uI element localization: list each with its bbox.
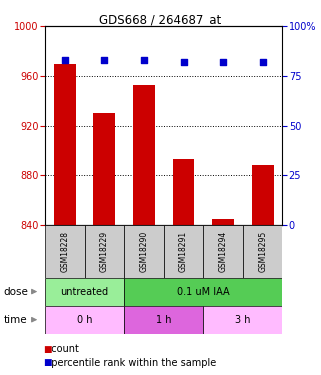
Bar: [252, 165, 273, 225]
Bar: [45, 278, 124, 306]
Bar: [54, 63, 76, 225]
Text: ■: ■: [43, 345, 52, 354]
Bar: [45, 225, 84, 278]
Text: GSM18295: GSM18295: [258, 231, 267, 272]
Bar: [133, 85, 155, 225]
Point: [260, 59, 265, 65]
Text: percentile rank within the sample: percentile rank within the sample: [45, 358, 216, 368]
Bar: [212, 219, 234, 225]
Point: [141, 57, 146, 63]
Text: GSM18294: GSM18294: [219, 231, 228, 272]
Text: ■: ■: [43, 358, 52, 368]
Bar: [45, 306, 124, 334]
Text: 1 h: 1 h: [156, 315, 171, 325]
Point: [102, 57, 107, 63]
Bar: [173, 159, 195, 225]
Text: GSM18228: GSM18228: [60, 231, 69, 272]
Text: dose: dose: [3, 286, 28, 297]
Bar: [84, 225, 124, 278]
Text: untreated: untreated: [60, 286, 108, 297]
Bar: [164, 225, 203, 278]
Point: [221, 59, 226, 65]
Text: time: time: [3, 315, 27, 325]
Text: GSM18229: GSM18229: [100, 231, 109, 272]
Bar: [93, 113, 115, 225]
Text: GSM18291: GSM18291: [179, 231, 188, 272]
Text: GDS668 / 264687_at: GDS668 / 264687_at: [100, 13, 221, 26]
Bar: [124, 278, 282, 306]
Bar: [124, 306, 203, 334]
Bar: [203, 306, 282, 334]
Point: [181, 59, 186, 65]
Text: 0.1 uM IAA: 0.1 uM IAA: [177, 286, 230, 297]
Bar: [243, 225, 282, 278]
Bar: [203, 225, 243, 278]
Text: 0 h: 0 h: [77, 315, 92, 325]
Point: [62, 57, 67, 63]
Text: 3 h: 3 h: [235, 315, 251, 325]
Bar: [124, 225, 164, 278]
Text: GSM18290: GSM18290: [139, 231, 148, 272]
Text: count: count: [45, 345, 79, 354]
